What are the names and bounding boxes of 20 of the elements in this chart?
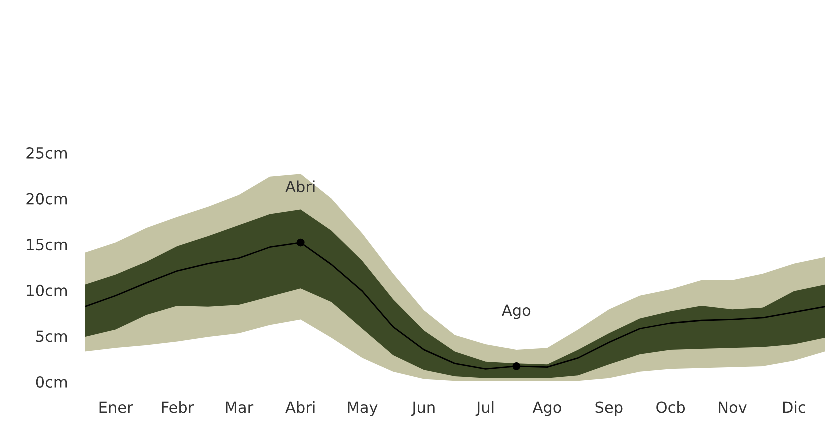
y-tick-label: 5cm bbox=[36, 330, 68, 342]
x-tick-label: Abri bbox=[286, 401, 315, 414]
x-tick-label: Febr bbox=[162, 401, 194, 414]
y-tick-label: 0cm bbox=[36, 376, 68, 388]
x-tick-label: Mar bbox=[226, 402, 254, 414]
x-tick-label: Jun bbox=[411, 402, 435, 416]
y-tick-label: 10cm bbox=[27, 284, 68, 296]
x-tick-label: Dic bbox=[783, 401, 806, 414]
x-tick-label: Ocb bbox=[656, 401, 686, 414]
y-tick-label: 25cm bbox=[26, 147, 68, 160]
x-tick-label: Jul bbox=[476, 401, 494, 416]
y-tick-label: 20cm bbox=[26, 193, 68, 205]
y-tick-label: 15cm bbox=[27, 239, 68, 251]
x-tick-label: Sep bbox=[596, 402, 623, 416]
annotation: Abri bbox=[286, 180, 315, 193]
x-tick-label: Ago bbox=[532, 402, 562, 416]
annotation: Ago bbox=[502, 304, 531, 320]
x-tick-label: Nov bbox=[719, 402, 747, 414]
x-tick-label: Ener bbox=[100, 402, 134, 414]
x-tick-label: May bbox=[348, 402, 378, 416]
